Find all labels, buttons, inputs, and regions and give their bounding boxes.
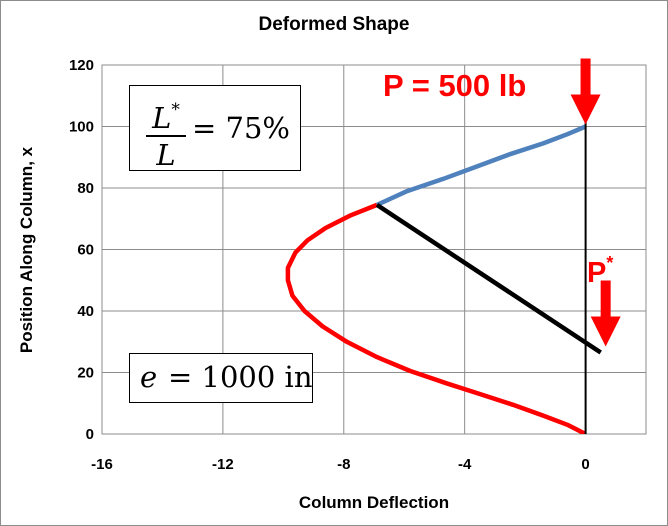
fraction-denominator: L: [156, 138, 176, 172]
eccentricity-box: e = 1000 in: [129, 353, 313, 403]
x-tick-label: 0: [581, 456, 589, 473]
numerator-symbol: L: [152, 101, 172, 135]
length-ratio-box: L* L = 75%: [129, 85, 301, 171]
fraction-bar: [146, 135, 186, 137]
plot-area-border: [101, 64, 647, 435]
y-tick-label: 0: [86, 426, 94, 443]
load-pstar-symbol: P: [587, 257, 606, 289]
load-pstar-arrow: [590, 280, 621, 347]
eccentricity-value: = 1000 in: [168, 360, 313, 394]
fraction-numerator: L*: [146, 94, 186, 134]
tick-labels: -16 -12 -8 -4 0 0 20 40 60 80 100 120: [69, 57, 590, 473]
chart-title: Deformed Shape: [258, 14, 410, 35]
x-tick-label: -4: [458, 456, 472, 473]
load-pstar-superscript: *: [606, 253, 613, 273]
length-ratio-value: = 75%: [192, 111, 290, 145]
y-tick-label: 120: [69, 57, 94, 74]
load-p-label: P = 500 lb: [383, 68, 526, 103]
y-tick-label: 80: [77, 180, 94, 197]
series-line: [376, 124, 587, 207]
x-tick-label: -12: [212, 456, 234, 473]
load-p-arrow: [570, 58, 601, 125]
load-pstar-label: P*: [587, 253, 613, 289]
y-tick-label: 60: [77, 242, 94, 259]
x-axis-label: Column Deflection: [298, 493, 450, 512]
load-annotations: P = 500 lb P*: [383, 58, 621, 347]
y-tick-label: 40: [77, 303, 94, 320]
series-line: [285, 202, 587, 434]
series-line: [375, 203, 602, 355]
x-tick-label: -8: [337, 456, 350, 473]
length-ratio-fraction: L* L: [146, 94, 186, 171]
eccentricity-symbol: e: [140, 360, 158, 394]
data-series: [285, 65, 602, 434]
y-tick-label: 100: [69, 119, 94, 136]
x-tick-label: -16: [91, 456, 113, 473]
numerator-superscript: *: [171, 100, 180, 120]
y-tick-label: 20: [77, 365, 94, 382]
